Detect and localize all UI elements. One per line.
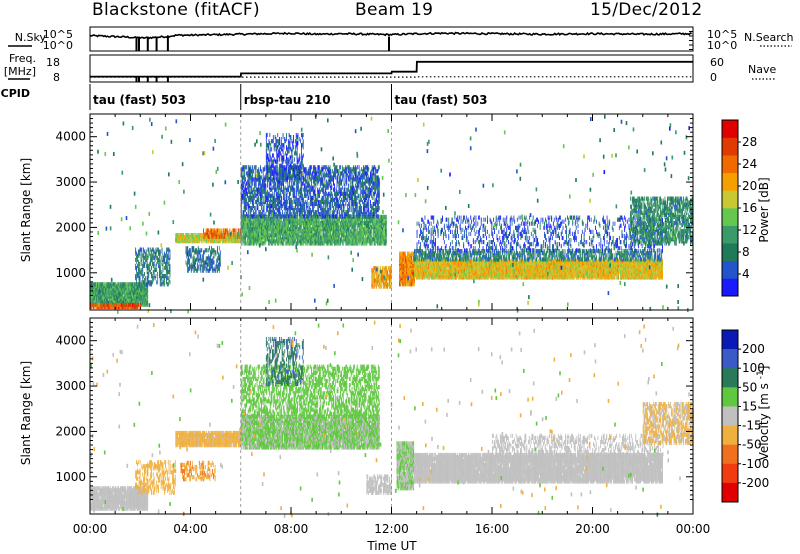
power-cbar-swatch: [722, 226, 738, 244]
velocity-panel: 1000 2000 3000 4000: [55, 318, 693, 518]
power-cbar-swatch: [722, 278, 738, 296]
power-cbar-swatch: [722, 190, 738, 208]
time-axis: 00:00 04:00 08:00 12:00 16:00 20:00 00:00: [73, 522, 711, 536]
noise-right-bottom: 10^0: [707, 39, 737, 52]
velocity-scatter-region: [366, 474, 391, 495]
power-cbar-swatch: [722, 208, 738, 226]
power-cbar-swatch: [722, 173, 738, 191]
power-cbar-tick-label: 24: [742, 157, 757, 171]
velocity-unit-close: ]: [757, 366, 771, 371]
velocity-cbar-swatch: [722, 426, 738, 445]
nave-label: Nave: [748, 63, 776, 76]
time-tick-label: 08:00: [274, 522, 309, 536]
velocity-ytick-label: 2000: [55, 424, 86, 438]
freq-left-top: 18: [46, 56, 60, 69]
power-cbar-tick-label: 12: [742, 223, 757, 237]
freq-left-bottom: 8: [53, 71, 60, 84]
freq-frame: [90, 55, 693, 82]
freq-right-top: 60: [710, 56, 724, 69]
power-cbar-swatch: [722, 120, 738, 138]
velocity-cbar-swatch: [722, 406, 738, 425]
power-scatter-region: [414, 259, 663, 280]
velocity-cbar-swatch: [722, 368, 738, 387]
power-ytick-label: 1000: [55, 266, 86, 280]
power-cbar-swatch: [722, 155, 738, 173]
velocity-cbar-swatch: [722, 483, 738, 502]
time-tick-label: 04:00: [173, 522, 208, 536]
power-cbar-tick-label: 4: [742, 267, 750, 281]
velocity-cbar-swatch: [722, 445, 738, 464]
time-tick-label: 00:00: [73, 522, 108, 536]
noise-left-bottom: 10^0: [43, 39, 73, 52]
velocity-cbar-tick-label: 200: [742, 342, 765, 356]
power-colorbar: 4 8 12 16 20 24 28: [722, 120, 757, 296]
velocity-cbar-label: Velocity [m s -1]: [756, 366, 771, 461]
power-cbar-tick-label: 20: [742, 179, 757, 193]
power-cbar-swatch: [722, 243, 738, 261]
velocity-cbar-tick-label: 50: [742, 380, 757, 394]
time-axis-label: Time UT: [366, 539, 417, 553]
freq-label-2: [MHz]: [4, 65, 36, 78]
time-tick-label: 20:00: [575, 522, 610, 536]
cpid-label: CPID: [1, 87, 30, 100]
cpid-panel: tau (fast) 503 rbsp-tau 210 tau (fast) 503: [90, 84, 487, 110]
velocity-ytick-label: 4000: [55, 334, 86, 348]
nsky-label: N.Sky: [15, 31, 47, 44]
power-cbar-tick-label: 28: [742, 135, 757, 149]
velocity-unit-exponent: -1: [756, 370, 766, 379]
velocity-ytick-label: 1000: [55, 470, 86, 484]
velocity-cbar-swatch: [722, 349, 738, 368]
velocity-cbar-swatch: [722, 464, 738, 483]
power-cbar-swatch: [722, 138, 738, 156]
power-cbar-swatch: [722, 261, 738, 279]
power-cbar-label: Power [dB]: [757, 177, 771, 242]
power-ytick-label: 4000: [55, 130, 86, 144]
nsky-line: [90, 33, 692, 39]
time-tick-label: 16:00: [475, 522, 510, 536]
power-cbar-tick-label: 16: [742, 201, 757, 215]
cpid-label: tau (fast) 503: [93, 93, 186, 107]
frequency-panel: [90, 55, 693, 82]
cpid-label: rbsp-tau 210: [244, 93, 331, 107]
velocity-cbar-swatch: [722, 387, 738, 406]
freq-label-1: Freq.: [9, 52, 36, 65]
power-panel: 1000 2000 3000 4000: [55, 114, 693, 314]
freq-line: [90, 62, 693, 77]
noise-frame: [90, 27, 693, 51]
power-ytick-label: 2000: [55, 220, 86, 234]
velocity-cbar-swatch: [722, 330, 738, 349]
velocity-cbar-label-text: Velocity [m s: [757, 383, 771, 460]
time-tick-label: 00:00: [676, 522, 711, 536]
velocity-cbar-tick-label: 15: [742, 399, 757, 413]
power-cbar-tick-label: 8: [742, 245, 750, 259]
noise-panel: [90, 27, 693, 51]
nsearch-label: N.Search: [744, 31, 794, 44]
velocity-ylabel: Slant Range [km]: [19, 361, 33, 465]
power-ytick-label: 3000: [55, 175, 86, 189]
cpid-label: tau (fast) 503: [395, 93, 488, 107]
freq-right-bottom: 0: [710, 71, 717, 84]
velocity-ytick-label: 3000: [55, 379, 86, 393]
time-tick-label: 12:00: [374, 522, 409, 536]
velocity-cbar-tick-label: -200: [742, 476, 769, 490]
velocity-scatter-region: [175, 431, 241, 447]
power-ylabel: Slant Range [km]: [19, 158, 33, 262]
velocity-scatter-region: [414, 453, 663, 484]
